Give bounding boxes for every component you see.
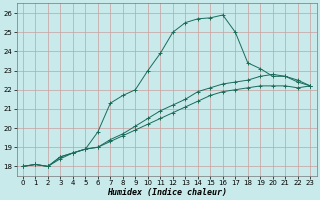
X-axis label: Humidex (Indice chaleur): Humidex (Indice chaleur) — [107, 188, 227, 197]
